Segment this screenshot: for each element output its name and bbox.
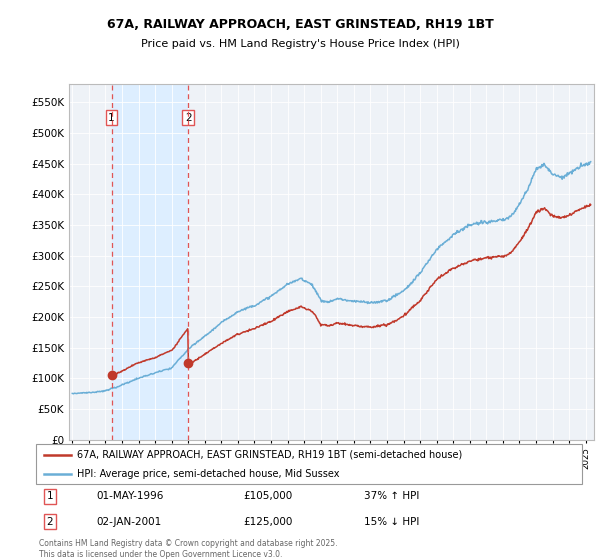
Text: 2: 2: [46, 517, 53, 526]
Text: £105,000: £105,000: [244, 491, 293, 501]
Text: 67A, RAILWAY APPROACH, EAST GRINSTEAD, RH19 1BT (semi-detached house): 67A, RAILWAY APPROACH, EAST GRINSTEAD, R…: [77, 450, 462, 460]
Text: HPI: Average price, semi-detached house, Mid Sussex: HPI: Average price, semi-detached house,…: [77, 469, 340, 478]
Text: £125,000: £125,000: [244, 517, 293, 526]
Text: Contains HM Land Registry data © Crown copyright and database right 2025.
This d: Contains HM Land Registry data © Crown c…: [39, 539, 337, 559]
Text: 37% ↑ HPI: 37% ↑ HPI: [364, 491, 419, 501]
Text: 15% ↓ HPI: 15% ↓ HPI: [364, 517, 419, 526]
Text: 2: 2: [185, 113, 192, 123]
Text: Price paid vs. HM Land Registry's House Price Index (HPI): Price paid vs. HM Land Registry's House …: [140, 39, 460, 49]
Text: 67A, RAILWAY APPROACH, EAST GRINSTEAD, RH19 1BT: 67A, RAILWAY APPROACH, EAST GRINSTEAD, R…: [107, 18, 493, 31]
Text: 1: 1: [46, 491, 53, 501]
Text: 01-MAY-1996: 01-MAY-1996: [96, 491, 163, 501]
Bar: [112, 84, 188, 440]
FancyBboxPatch shape: [36, 444, 582, 484]
Text: 1: 1: [108, 113, 115, 123]
Text: 02-JAN-2001: 02-JAN-2001: [96, 517, 161, 526]
